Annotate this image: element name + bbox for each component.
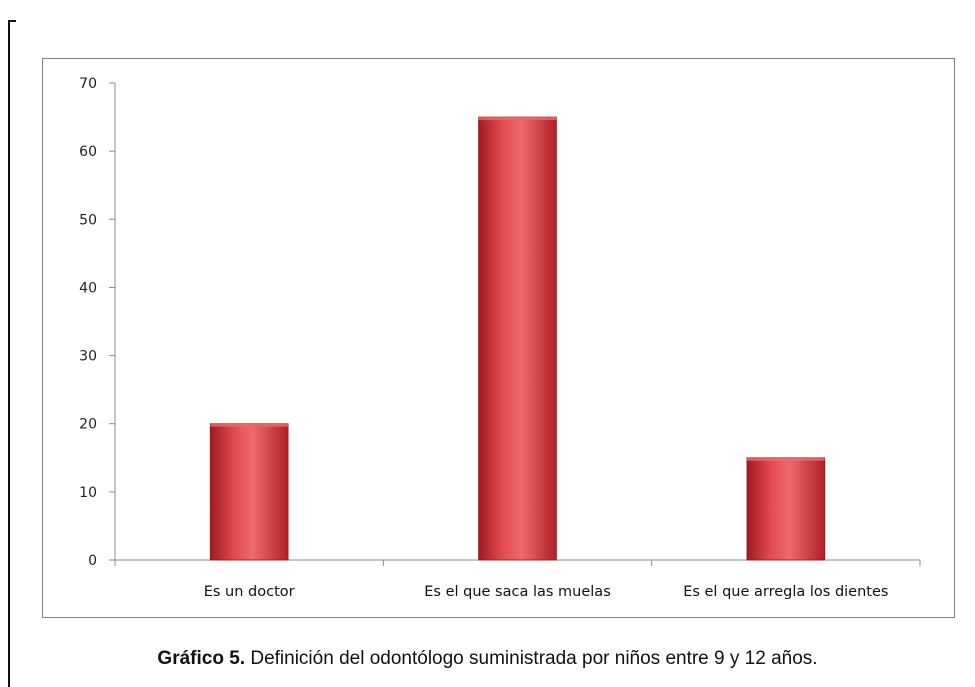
x-category-label: Es el que saca las muelas <box>424 584 611 600</box>
y-tick-label: 0 <box>88 553 97 569</box>
y-tick-label: 10 <box>79 485 97 501</box>
y-tick-label: 20 <box>79 417 97 433</box>
page-border-line <box>8 20 10 687</box>
y-tick-label: 40 <box>79 280 97 296</box>
bar-top-highlight <box>746 457 825 461</box>
bar <box>746 457 826 561</box>
bar-top-highlight <box>478 117 557 121</box>
page-border-corner <box>8 20 16 22</box>
y-tick-label: 30 <box>79 349 97 365</box>
x-axis: Es un doctor Es el que saca las muelas Es … <box>114 559 921 600</box>
figure-caption: Gráfico 5. Definición del odontólogo sum… <box>0 648 975 670</box>
x-category-label: Es un doctor <box>204 584 295 600</box>
bar <box>478 116 557 561</box>
y-tick-label: 70 <box>79 76 97 92</box>
caption-text: Definición del odontólogo suministrada p… <box>250 648 818 669</box>
bars <box>209 116 826 561</box>
y-axis: 0 10 20 30 40 50 60 70 <box>79 76 116 569</box>
bar-top-highlight <box>210 423 289 427</box>
y-tick-label: 60 <box>79 144 97 160</box>
caption-label: Gráfico 5. <box>157 648 246 669</box>
y-tick-label: 50 <box>79 212 97 228</box>
bar <box>209 423 289 561</box>
x-category-label: Es el que arregla los dientes <box>683 584 888 600</box>
